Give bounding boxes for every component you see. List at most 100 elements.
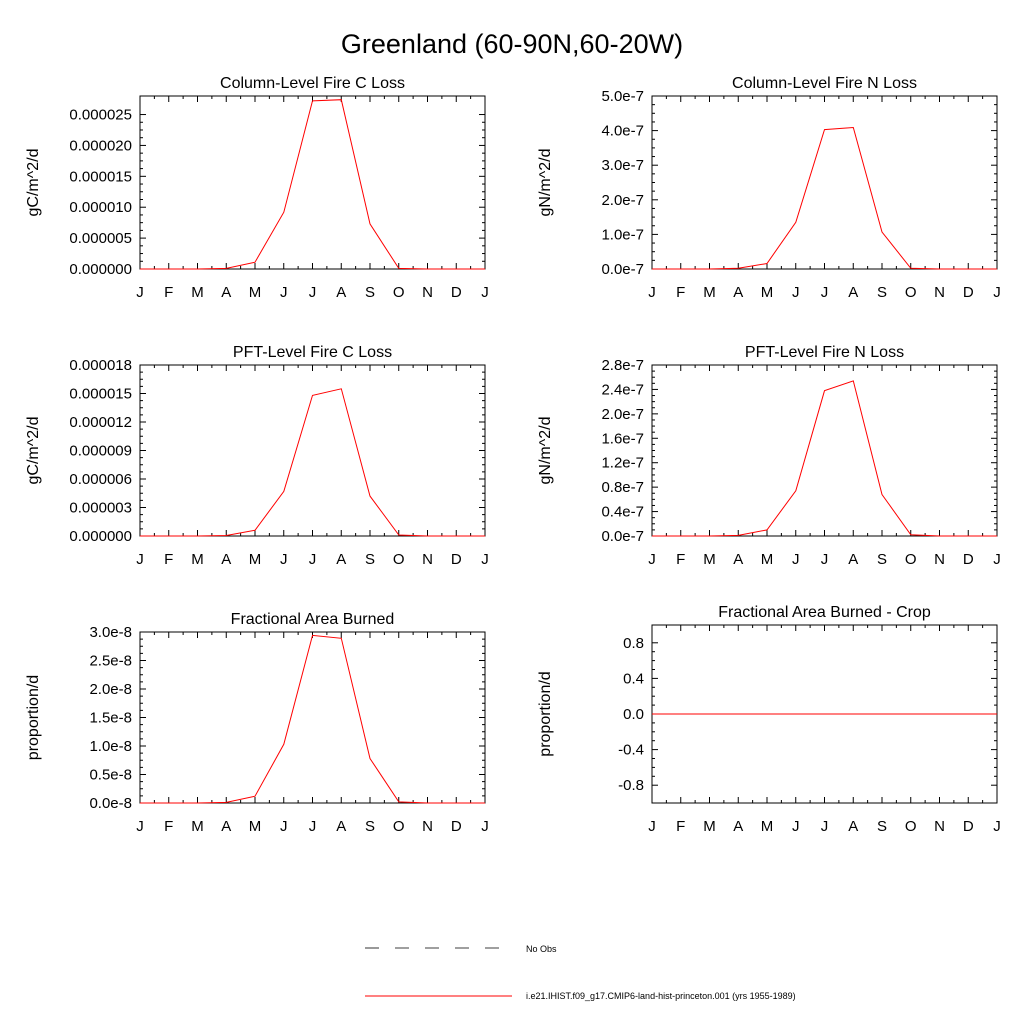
x-tick-label: O	[905, 818, 917, 835]
y-tick-label: 0.0e-7	[601, 261, 644, 278]
x-tick-label: M	[703, 284, 716, 301]
y-tick-label: 3.0e-7	[601, 157, 644, 174]
series-line-1	[652, 380, 997, 537]
y-axis-label: proportion/d	[25, 675, 42, 760]
x-tick-label: F	[676, 551, 685, 568]
y-tick-label: 2.0e-7	[601, 192, 644, 209]
x-tick-label: M	[249, 284, 262, 301]
x-tick-label: J	[280, 818, 288, 835]
x-tick-label: J	[648, 551, 656, 568]
y-tick-label: 1.5e-8	[89, 710, 132, 727]
x-tick-label: N	[934, 818, 945, 835]
y-tick-label: 0.000020	[69, 137, 132, 154]
x-tick-label: N	[422, 551, 433, 568]
y-axis-label: gC/m^2/d	[25, 417, 42, 485]
x-tick-label: D	[963, 551, 974, 568]
x-tick-label: J	[481, 284, 489, 301]
y-tick-label: 2.0e-7	[601, 406, 644, 423]
x-tick-label: S	[365, 284, 375, 301]
x-tick-label: A	[336, 551, 346, 568]
x-tick-label: J	[481, 818, 489, 835]
x-tick-label: J	[309, 818, 317, 835]
y-tick-label: 1.0e-8	[89, 738, 132, 755]
x-tick-label: A	[848, 284, 858, 301]
y-tick-label: 0.000009	[69, 443, 132, 460]
y-tick-label: 0.8e-7	[601, 479, 644, 496]
x-tick-label: M	[249, 818, 262, 835]
x-tick-label: S	[365, 818, 375, 835]
x-tick-label: J	[792, 551, 800, 568]
y-tick-label: 2.5e-8	[89, 653, 132, 670]
x-tick-label: M	[191, 818, 204, 835]
x-tick-label: J	[136, 284, 144, 301]
y-tick-label: 0.0e-8	[89, 795, 132, 812]
x-tick-label: J	[280, 551, 288, 568]
y-tick-label: 0.4e-7	[601, 504, 644, 521]
y-tick-label: 0.000015	[69, 168, 132, 185]
y-axis-label: gN/m^2/d	[537, 417, 554, 485]
x-tick-label: O	[393, 818, 405, 835]
x-tick-label: A	[336, 818, 346, 835]
x-tick-label: N	[934, 284, 945, 301]
x-tick-label: S	[365, 551, 375, 568]
x-tick-label: M	[703, 551, 716, 568]
x-tick-label: J	[821, 284, 829, 301]
plot-frame	[139, 631, 486, 804]
y-tick-label: 0.000012	[69, 414, 132, 431]
y-tick-label: 0.000006	[69, 471, 132, 488]
y-tick-label: 0.000003	[69, 500, 132, 517]
x-tick-label: O	[393, 551, 405, 568]
y-tick-label: 1.2e-7	[601, 455, 644, 472]
y-tick-label: 0.000010	[69, 199, 132, 216]
x-tick-label: D	[963, 284, 974, 301]
x-tick-label: A	[221, 284, 231, 301]
legend-label-no-obs: No Obs	[526, 944, 557, 954]
x-tick-label: S	[877, 818, 887, 835]
plot-frame	[651, 95, 998, 270]
legend: No Obs i.e21.IHIST.f09_g17.CMIP6-land-hi…	[365, 944, 796, 1001]
y-tick-label: -0.4	[618, 742, 644, 759]
y-tick-label: 0.000000	[69, 528, 132, 545]
x-tick-label: F	[164, 551, 173, 568]
x-tick-label: O	[393, 284, 405, 301]
x-tick-label: D	[451, 284, 462, 301]
x-tick-label: J	[481, 551, 489, 568]
y-tick-label: 1.0e-7	[601, 226, 644, 243]
x-tick-label: O	[905, 284, 917, 301]
x-tick-label: D	[451, 818, 462, 835]
y-tick-label: 2.0e-8	[89, 681, 132, 698]
x-tick-label: J	[136, 551, 144, 568]
x-tick-label: A	[733, 284, 743, 301]
x-tick-label: A	[733, 551, 743, 568]
series-line-1	[652, 126, 997, 270]
series-line-1	[140, 634, 485, 804]
x-tick-label: N	[934, 551, 945, 568]
x-tick-label: M	[249, 551, 262, 568]
x-tick-label: F	[676, 284, 685, 301]
x-tick-label: F	[676, 818, 685, 835]
x-tick-label: J	[993, 551, 1001, 568]
x-tick-label: J	[821, 551, 829, 568]
panel-title: Fractional Area Burned - Crop	[718, 604, 931, 621]
x-tick-label: J	[136, 818, 144, 835]
panel-title: Fractional Area Burned	[231, 611, 395, 628]
y-tick-label: 0.000018	[69, 357, 132, 374]
y-tick-label: 1.6e-7	[601, 430, 644, 447]
y-tick-label: 0.0	[623, 706, 644, 723]
panel-title: PFT-Level Fire N Loss	[745, 344, 904, 361]
legend-label-model-run: i.e21.IHIST.f09_g17.CMIP6-land-hist-prin…	[526, 991, 796, 1001]
x-tick-label: N	[422, 818, 433, 835]
y-axis-label: gN/m^2/d	[537, 149, 554, 217]
x-tick-label: A	[221, 818, 231, 835]
x-tick-label: M	[761, 551, 774, 568]
panel-fractional-area-burned-crop: Fractional Area Burned - Crop proportion/…	[537, 604, 1001, 835]
legend-item-model-run: i.e21.IHIST.f09_g17.CMIP6-land-hist-prin…	[365, 991, 796, 1001]
x-tick-label: M	[191, 284, 204, 301]
x-tick-label: J	[993, 284, 1001, 301]
x-tick-label: D	[963, 818, 974, 835]
series-line-1	[140, 388, 485, 537]
